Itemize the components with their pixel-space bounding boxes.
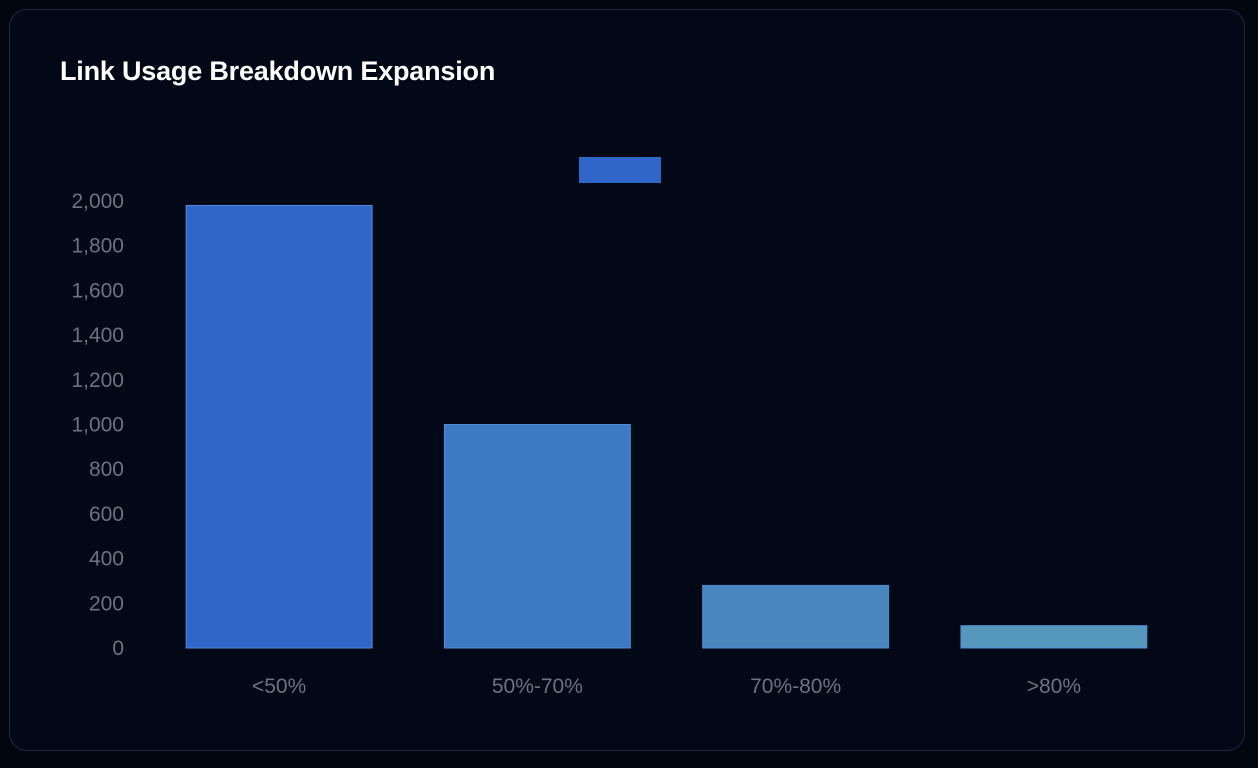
bar[interactable] — [443, 424, 631, 649]
y-tick-label: 1,000 — [71, 414, 124, 437]
y-tick-label: 1,200 — [71, 369, 124, 392]
y-axis: 0 200 400 600 800 1,000 1,200 1,400 1,600 1,800 2,… — [71, 190, 124, 660]
y-tick-label: 1,400 — [71, 324, 124, 347]
y-tick-label: 0 — [112, 637, 124, 660]
y-tick-label: 200 — [89, 592, 124, 615]
x-tick-label: 70%-80% — [750, 675, 841, 698]
x-tick-label: <50% — [252, 675, 306, 698]
bars — [185, 204, 1148, 649]
bar[interactable] — [185, 204, 373, 649]
y-tick-label: 2,000 — [71, 190, 124, 213]
x-tick-label: >80% — [1027, 675, 1081, 698]
bar[interactable] — [702, 584, 890, 649]
x-axis: <50% 50%-70% 70%-80% >80% — [252, 675, 1081, 698]
y-tick-label: 600 — [89, 503, 124, 526]
y-tick-label: 400 — [89, 548, 124, 571]
legend-swatch[interactable] — [579, 157, 661, 183]
y-tick-label: 1,600 — [71, 279, 124, 302]
legend[interactable] — [579, 157, 661, 183]
bar[interactable] — [960, 625, 1148, 649]
y-tick-label: 1,800 — [71, 235, 124, 258]
x-tick-label: 50%-70% — [492, 675, 583, 698]
y-tick-label: 800 — [89, 458, 124, 481]
chart-title: Link Usage Breakdown Expansion — [60, 56, 496, 86]
